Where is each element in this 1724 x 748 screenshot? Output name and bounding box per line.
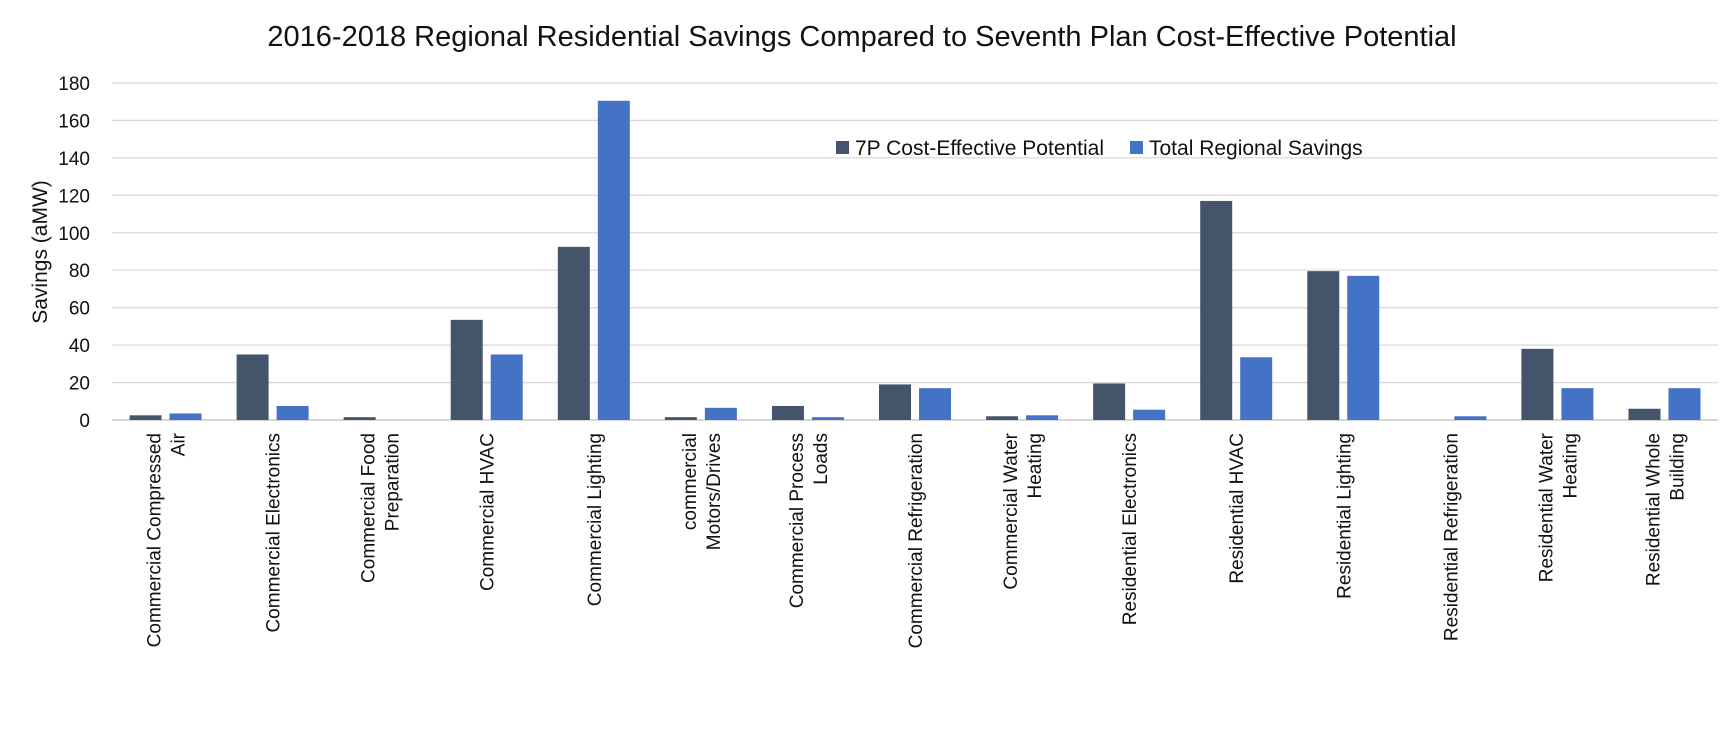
y-axis-label: Savings (aMW) xyxy=(29,180,52,324)
category-label-line: Preparation xyxy=(383,433,404,531)
category-label-line: Residential Electronics xyxy=(1120,433,1141,625)
bar-total-savings xyxy=(1454,416,1487,420)
category-label: Commercial Food Preparation xyxy=(359,433,404,583)
bar-total-savings xyxy=(704,407,737,420)
bar-total-savings xyxy=(1668,388,1701,420)
category-label: Commercial Process Loads xyxy=(787,433,832,608)
category-label-line: Heating xyxy=(1025,433,1046,499)
category-label-line: Commercial Refrigeration xyxy=(906,433,927,648)
category-label: Residential HVAC xyxy=(1227,433,1248,584)
y-tick-label: 100 xyxy=(58,224,90,245)
bar-7p-potential xyxy=(986,416,1019,420)
category-label-line: Residential Water xyxy=(1536,432,1557,582)
category-label: Commercial HVAC xyxy=(478,433,499,591)
bar-7p-potential xyxy=(236,354,269,420)
category-label-line: Residential Whole xyxy=(1643,433,1664,586)
category-label: Commercial Electronics xyxy=(264,433,285,633)
y-tick-label: 60 xyxy=(69,299,90,320)
category-label: Commercial Water Heating xyxy=(1001,432,1046,589)
category-label: commercial Motors/Drives xyxy=(680,433,725,550)
bar-total-savings xyxy=(811,417,844,420)
category-label-line: Motors/Drives xyxy=(704,433,725,550)
category-label: Commercial Lighting xyxy=(585,433,606,606)
legend-label: 7P Cost-Effective Potential xyxy=(855,137,1104,160)
bar-total-savings xyxy=(1026,415,1059,420)
y-tick-label: 140 xyxy=(58,149,90,170)
bar-total-savings xyxy=(1561,388,1594,420)
category-label-line: Commercial Process xyxy=(787,433,808,608)
bar-7p-potential xyxy=(879,384,911,420)
bar-7p-potential xyxy=(557,246,590,420)
bar-7p-potential xyxy=(771,405,804,420)
bar-total-savings xyxy=(1347,275,1380,420)
bar-total-savings xyxy=(276,405,309,420)
y-tick-label: 160 xyxy=(58,111,90,132)
category-label-line: Commercial HVAC xyxy=(478,433,499,591)
gridlines xyxy=(112,82,1718,421)
category-label: Residential Lighting xyxy=(1334,433,1355,599)
bars xyxy=(129,100,1701,421)
y-tick-label: 80 xyxy=(69,261,90,282)
category-label-line: Heating xyxy=(1560,433,1581,499)
x-axis-category-labels: Commercial Compressed Air Commercial Elect… xyxy=(145,432,1689,648)
legend: 7P Cost-Effective Potential Total Regiona… xyxy=(836,137,1363,160)
y-tick-label: 40 xyxy=(69,336,90,357)
category-label-line: Residential Lighting xyxy=(1334,433,1355,599)
bar-7p-potential xyxy=(1200,200,1233,420)
category-label-line: commercial xyxy=(680,433,701,530)
legend-swatch xyxy=(1130,141,1143,154)
category-label-line: Residential Refrigeration xyxy=(1441,433,1462,641)
bar-7p-potential xyxy=(1307,271,1340,420)
y-tick-label: 180 xyxy=(58,74,90,95)
chart-title: 2016-2018 Regional Residential Savings C… xyxy=(267,21,1456,53)
category-label: Commercial Refrigeration xyxy=(906,433,927,648)
bar-total-savings xyxy=(490,354,523,420)
category-label-line: Commercial Water xyxy=(1001,432,1022,589)
category-label: Residential Electronics xyxy=(1120,433,1141,625)
bar-total-savings xyxy=(169,413,202,420)
category-label: Residential Water Heating xyxy=(1536,432,1581,582)
bar-7p-potential xyxy=(1093,383,1126,420)
bar-total-savings xyxy=(1240,357,1273,420)
y-tick-label: 0 xyxy=(79,411,90,432)
bar-7p-potential xyxy=(129,415,162,420)
bar-7p-potential xyxy=(343,417,376,420)
category-label: Commercial Compressed Air xyxy=(145,432,190,647)
category-label-line: Commercial Food xyxy=(359,433,380,583)
category-label-line: Building xyxy=(1667,433,1688,501)
category-label-line: Loads xyxy=(811,433,832,485)
category-label-line: Commercial Electronics xyxy=(264,433,285,633)
legend-label: Total Regional Savings xyxy=(1149,137,1363,160)
category-label: Residential Refrigeration xyxy=(1441,433,1462,641)
bar-7p-potential xyxy=(450,319,483,420)
bar-total-savings xyxy=(919,388,951,420)
category-label-line: Commercial Compressed xyxy=(145,433,166,647)
category-label-line: Commercial Lighting xyxy=(585,433,606,606)
bar-total-savings xyxy=(1133,409,1166,420)
bar-total-savings xyxy=(597,100,630,421)
category-label-line: Residential HVAC xyxy=(1227,433,1248,584)
category-label: Residential Whole Building xyxy=(1643,433,1688,586)
y-axis-ticks: 0 20 40 60 80 100 120 140 160 180 xyxy=(58,74,90,432)
bar-7p-potential xyxy=(1521,348,1554,420)
bar-7p-potential xyxy=(1628,408,1661,420)
y-tick-label: 20 xyxy=(69,374,90,395)
legend-swatch xyxy=(836,141,849,154)
y-tick-label: 120 xyxy=(58,186,90,207)
category-label-line: Air xyxy=(169,432,190,456)
bar-7p-potential xyxy=(664,417,697,420)
